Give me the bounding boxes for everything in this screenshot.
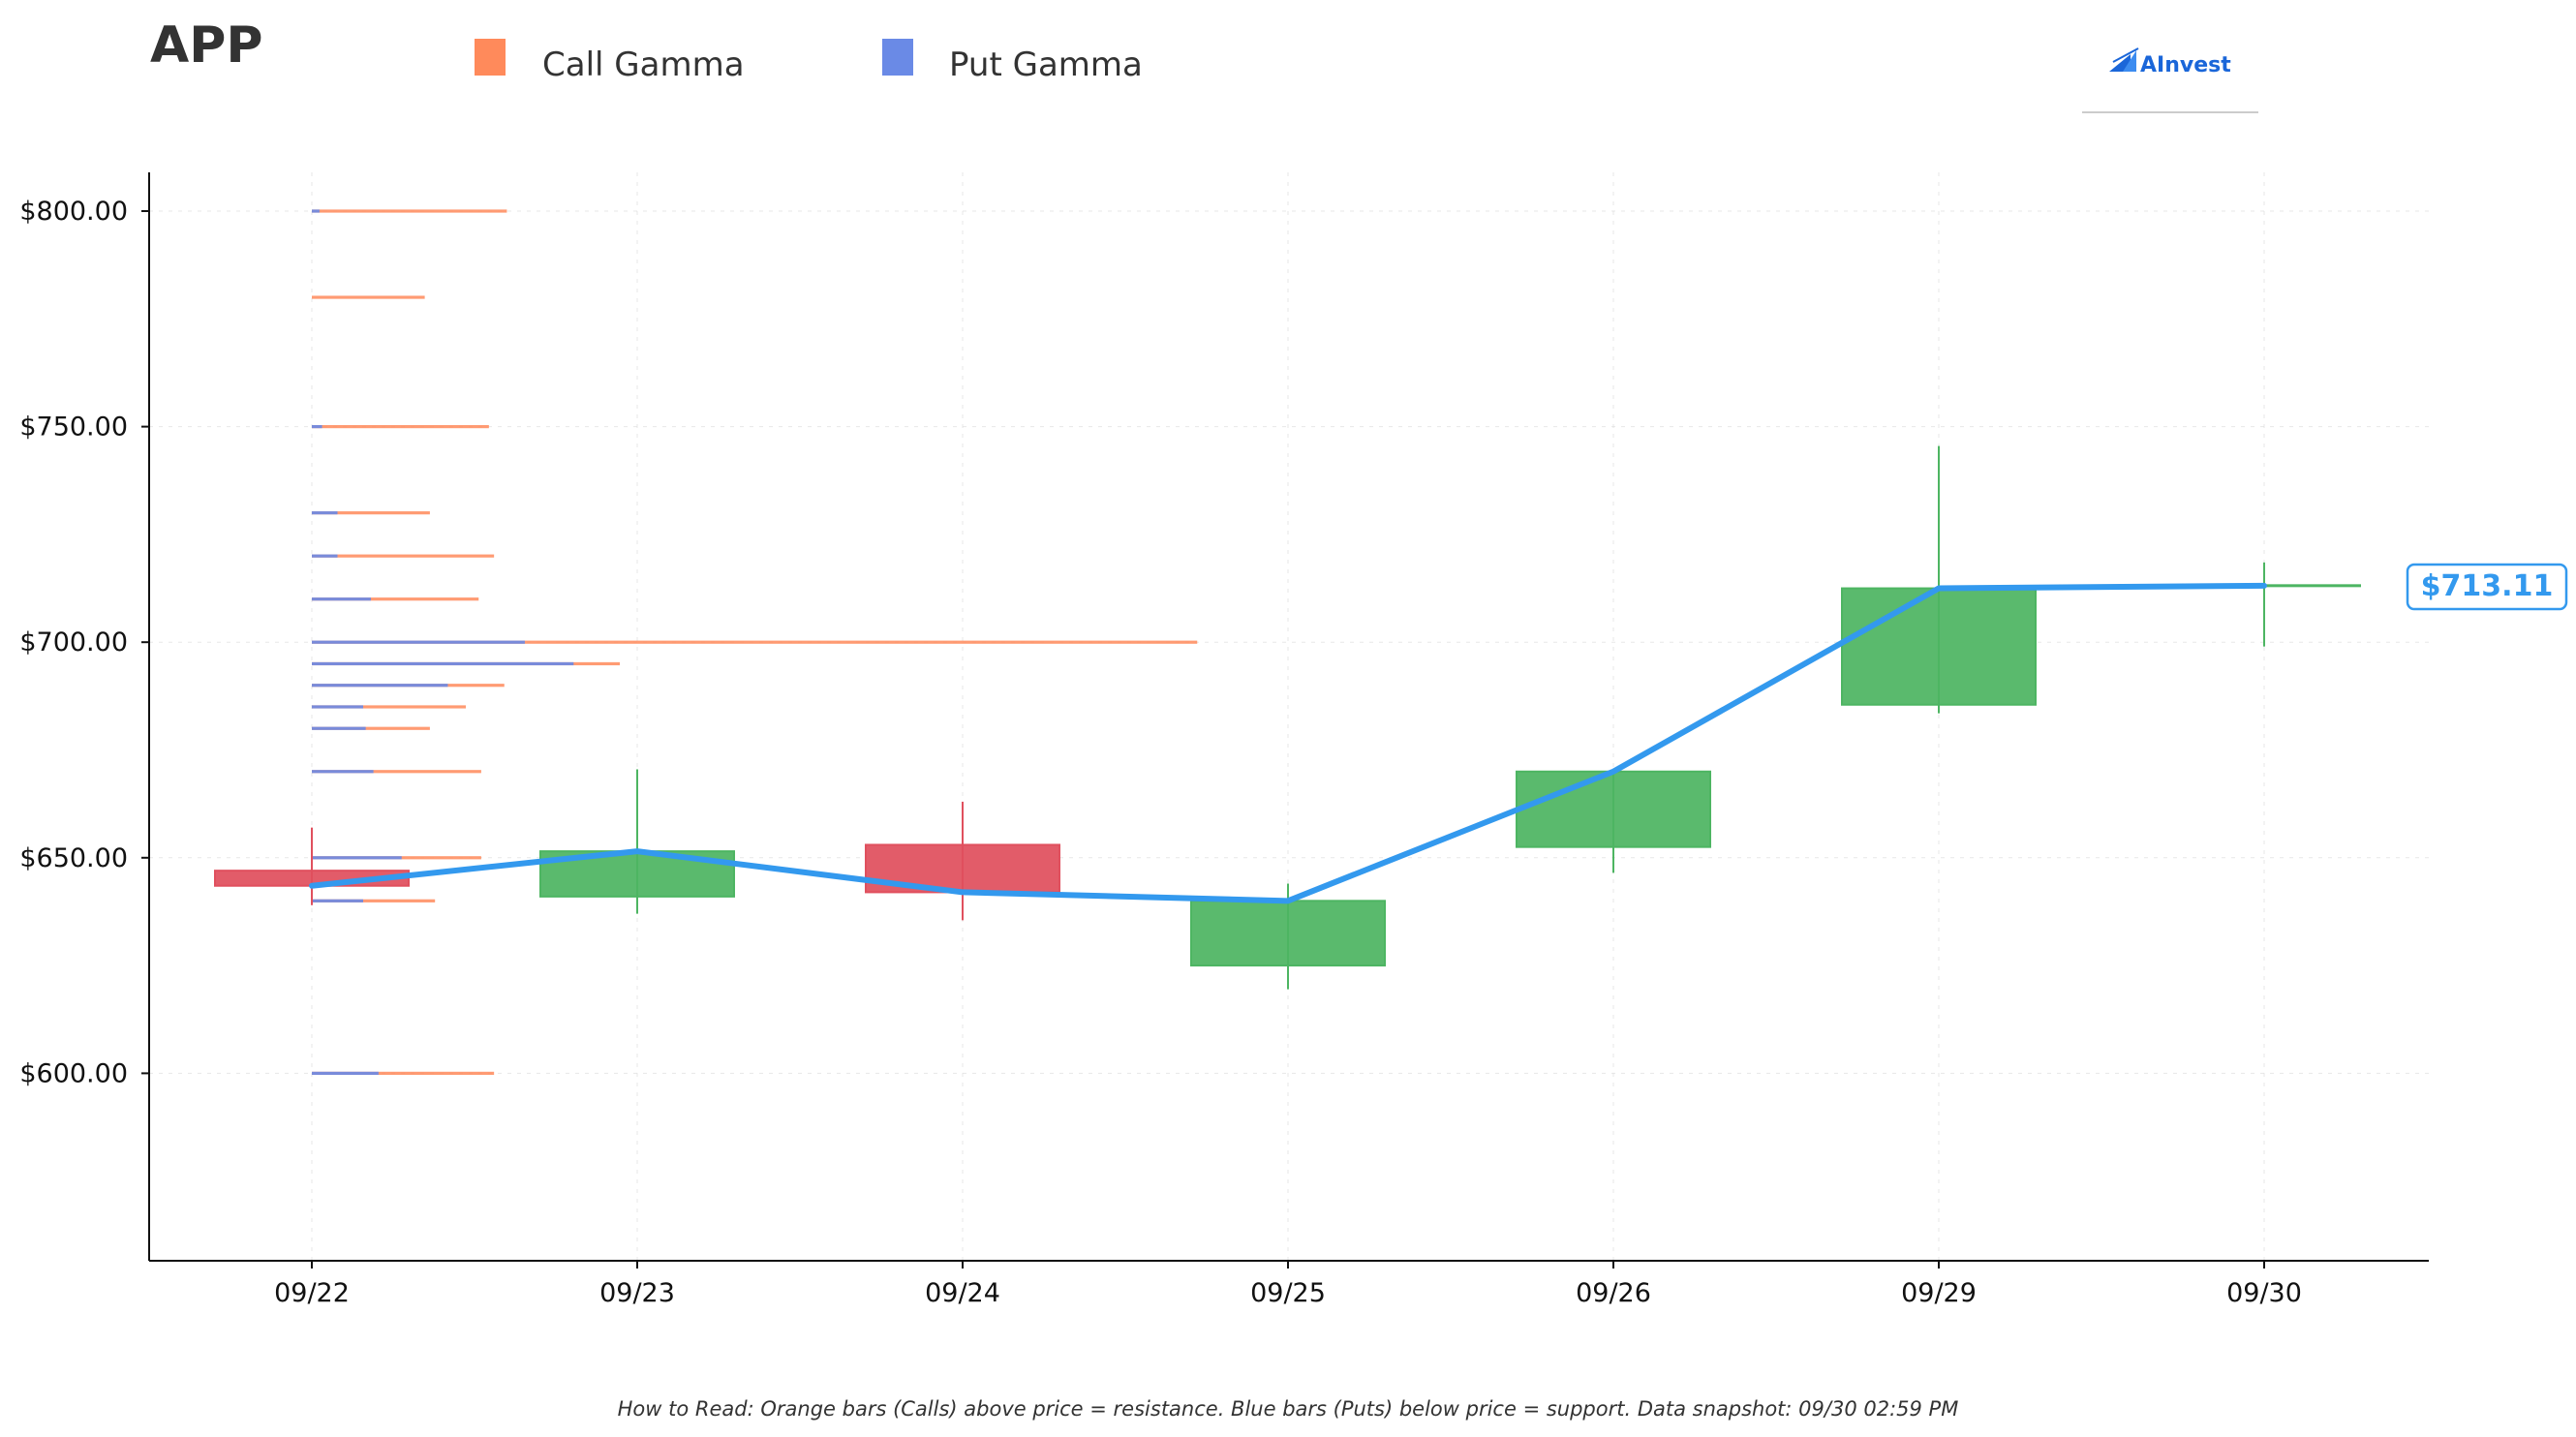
x-tick-label: 09/26 [1576,1278,1651,1308]
put-gamma-bar [312,425,322,429]
x-tick-label: 09/29 [1901,1278,1977,1308]
y-tick-label: $650.00 [19,843,128,873]
y-tick-label: $750.00 [19,413,128,443]
put-gamma-bar [312,899,363,902]
put-gamma-bar [312,770,374,774]
ainvest-logo: AInvest [2082,47,2258,113]
last-price-badge: $713.11 [2406,563,2568,611]
tick-labels: $600.00 $650.00 $700.00 $750.00 $800.00 09/22… [19,197,2302,1308]
call-gamma-bar [312,209,507,213]
call-gamma-legend-swatch [475,39,506,76]
call-gamma-bar [312,511,430,515]
put-gamma-bar [312,705,363,709]
ainvest-logo-icon [2109,47,2139,72]
y-tick-label: $600.00 [19,1058,128,1088]
candle-body [1190,900,1386,967]
last-price-badge-box [2406,563,2568,611]
put-gamma-bar [312,1071,379,1075]
last-price-label: $713.11 [2421,569,2554,603]
x-tick-label: 09/24 [925,1278,1000,1308]
call-gamma-bar [312,899,436,902]
x-tick-label: 09/23 [599,1278,675,1308]
put-gamma-legend-swatch [882,39,913,76]
footer-note: How to Read: Orange bars (Calls) above p… [618,1397,1959,1421]
put-gamma-bar [312,856,402,860]
put-gamma-bar [312,511,338,515]
put-gamma-bar [312,640,525,644]
candle-body [1516,770,1711,848]
gridlines [149,172,2429,1261]
axes [148,172,2429,1262]
put-gamma-bar [312,726,366,730]
x-tick-label: 09/30 [2226,1278,2302,1308]
put-gamma-legend-label: Put Gamma [949,46,1143,84]
call-gamma-bar [312,425,489,429]
call-gamma-bar [312,554,495,558]
call-gamma-bar [312,770,481,774]
call-gamma-bar [312,705,466,709]
call-gamma-bar [312,1071,495,1075]
call-gamma-legend-label: Call Gamma [542,46,745,84]
put-gamma-bar [312,684,448,688]
call-gamma-bar [312,597,479,601]
call-gamma-bar [312,295,425,299]
ticker-title: APP [150,16,262,75]
put-gamma-bar [312,209,320,213]
put-gamma-bar [312,661,574,666]
brand-name: AInvest [2140,53,2231,77]
put-gamma-bar [312,554,338,558]
price-line [309,582,2267,904]
x-tick-label: 09/22 [274,1278,350,1308]
y-tick-label: $800.00 [19,197,128,227]
call-gamma-bar [312,640,1198,644]
put-gamma-bar [312,597,371,601]
x-tick-label: 09/25 [1250,1278,1326,1308]
y-tick-label: $700.00 [19,627,128,657]
price-line-layer [309,582,2267,904]
call-gamma-bar [312,726,430,730]
gamma-bars [312,209,1198,1075]
candle-body [1841,587,2037,706]
